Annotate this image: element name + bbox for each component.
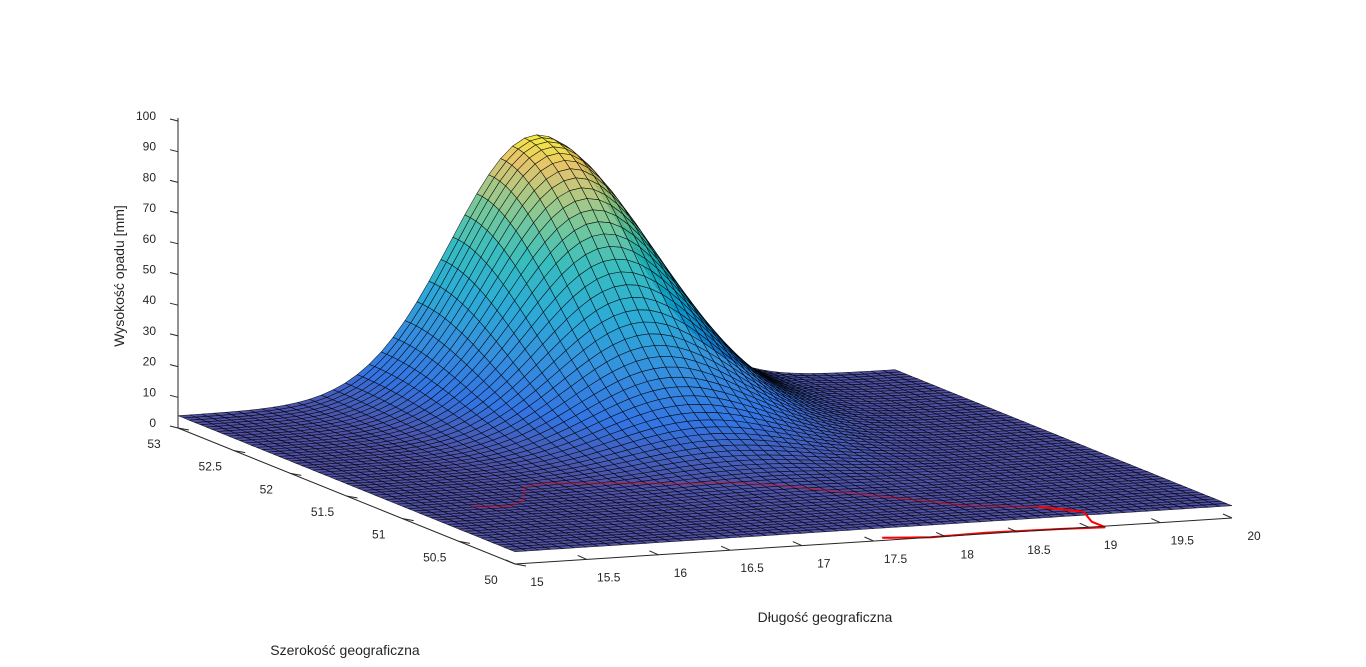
x-tick-label: 17.5 <box>884 552 908 566</box>
x-tick-label: 16 <box>674 566 688 580</box>
x-tick-label: 19 <box>1104 538 1118 552</box>
y-tick-label: 53 <box>147 437 161 451</box>
x-tick-label: 17 <box>817 557 831 571</box>
x-tick-mark <box>505 559 516 565</box>
z-tick-mark <box>169 149 179 153</box>
z-tick-label: 10 <box>143 385 157 399</box>
x-tick-mark <box>720 545 731 551</box>
y-axis-label: Szerokość geograficzna <box>270 642 420 658</box>
z-tick-label: 30 <box>143 324 157 338</box>
z-tick-label: 50 <box>143 263 157 277</box>
z-tick-label: 60 <box>143 232 157 246</box>
z-tick-mark <box>169 241 179 245</box>
y-tick-label: 52.5 <box>199 460 223 474</box>
y-tick-label: 50 <box>484 573 498 587</box>
y-tick-label: 50.5 <box>423 550 447 564</box>
tick-labels: 15 15.5 16 16.5 17 17.5 18 18.5 19 19.5 20 50 50.5 51… <box>136 109 1261 589</box>
z-tick-mark <box>169 302 179 306</box>
y-tick-label: 52 <box>260 482 274 496</box>
x-tick-mark <box>1151 518 1161 524</box>
z-tick-mark <box>169 210 179 214</box>
y-tick-mark <box>514 563 527 567</box>
y-tick-mark <box>177 427 190 431</box>
z-tick-label: 70 <box>143 201 157 215</box>
z-tick-mark <box>169 333 179 337</box>
z-tick-mark <box>169 179 179 183</box>
z-tick-label: 100 <box>136 109 156 123</box>
x-tick-label: 18 <box>961 547 975 561</box>
z-tick-label: 20 <box>143 355 157 369</box>
x-tick-mark <box>792 541 803 547</box>
x-axis-label: Długość geograficzna <box>758 609 893 625</box>
x-tick-mark <box>1007 527 1018 533</box>
x-tick-mark <box>935 531 946 537</box>
x-tick-label: 19.5 <box>1171 534 1195 548</box>
y-tick-mark <box>234 450 246 454</box>
z-tick-label: 90 <box>143 140 157 154</box>
y-tick-mark <box>402 518 414 522</box>
y-tick-mark <box>346 495 358 499</box>
x-tick-mark <box>577 554 587 560</box>
z-tick-mark <box>169 394 179 398</box>
z-tick-mark <box>169 364 179 368</box>
x-tick-label: 15.5 <box>597 570 621 584</box>
y-tick-mark <box>458 540 470 544</box>
z-axis-label: Wysokość opadu [mm] <box>111 205 127 346</box>
z-tick-label: 40 <box>143 293 157 307</box>
x-tick-mark <box>1222 513 1233 519</box>
x-tick-label: 16.5 <box>740 561 764 575</box>
z-tick-mark <box>169 118 179 122</box>
x-tick-label: 18.5 <box>1027 543 1051 557</box>
x-tick-label: 15 <box>530 575 544 589</box>
x-tick-mark <box>1079 522 1089 528</box>
y-tick-label: 51 <box>372 528 386 542</box>
surface-mesh <box>177 134 1233 552</box>
x-tick-mark <box>649 550 659 556</box>
z-tick-mark <box>169 272 179 275</box>
z-tick-mark <box>169 425 179 429</box>
surface-face <box>1214 503 1233 507</box>
y-tick-label: 51.5 <box>311 505 335 519</box>
axes <box>169 118 1233 567</box>
z-tick-label: 0 <box>149 416 156 430</box>
z-tick-label: 80 <box>143 170 157 184</box>
y-tick-mark <box>290 472 302 476</box>
x-tick-mark <box>864 536 874 542</box>
x-tick-label: 20 <box>1247 529 1261 543</box>
